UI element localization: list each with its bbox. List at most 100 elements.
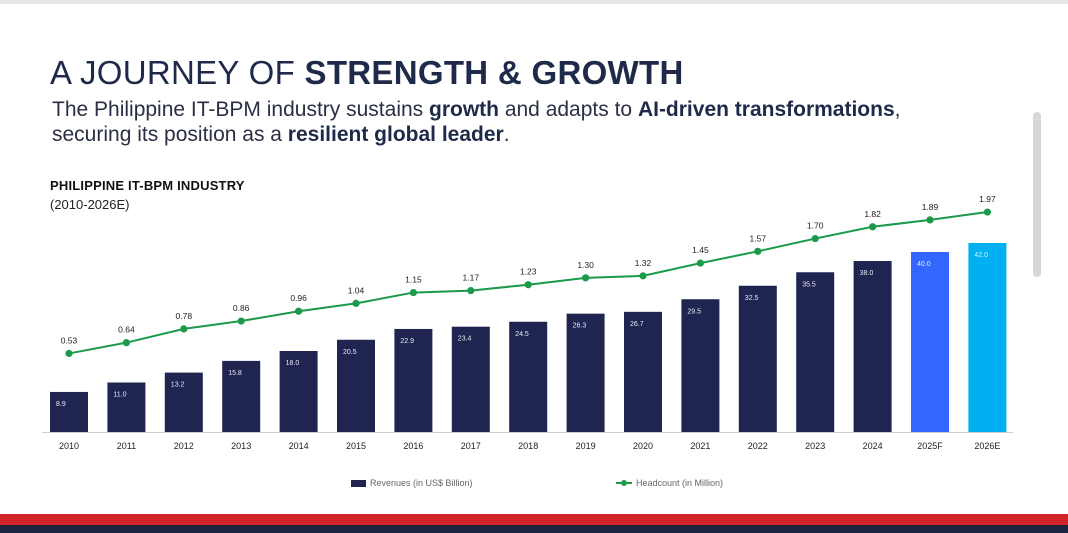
subtitle-text: and adapts to — [498, 98, 638, 121]
x-tick-label: 2013 — [231, 441, 251, 451]
subtitle-bold: AI-driven transformations — [637, 98, 895, 121]
x-tick-label: 2016 — [403, 441, 423, 451]
headcount-point — [524, 281, 532, 289]
legend-bar-swatch — [351, 479, 366, 487]
bar-value-label: 22.9 — [400, 338, 414, 345]
x-tick-label: 2020 — [633, 441, 653, 451]
headcount-point — [983, 208, 992, 216]
x-tick-label: 2025F — [917, 441, 943, 451]
headcount-value-label: 1.97 — [979, 194, 996, 204]
bar-value-label: 40.0 — [917, 261, 931, 268]
headcount-value-label: 1.30 — [577, 260, 594, 270]
headcount-point — [811, 234, 819, 243]
bar — [107, 382, 146, 432]
headcount-value-label: 1.32 — [635, 258, 652, 268]
subtitle-bold: growth — [429, 98, 499, 121]
bar — [451, 326, 490, 432]
headcount-point — [352, 299, 360, 307]
title-plain: A JOURNEY OF — [50, 54, 305, 91]
bar — [566, 313, 605, 432]
legend-revenues-label: Revenues (in US$ Billion) — [370, 478, 473, 488]
scrollbar[interactable] — [1033, 112, 1041, 277]
headcount-point — [409, 288, 417, 297]
headcount-point — [65, 349, 73, 358]
headcount-value-label: 1.57 — [750, 233, 767, 243]
legend-headcount-label: Headcount (in Million) — [636, 478, 724, 488]
x-tick-label: 2017 — [461, 441, 481, 451]
headcount-point — [582, 274, 590, 282]
subtitle-text: The Philippine IT-BPM industry sustains — [52, 98, 429, 121]
x-tick-label: 2018 — [518, 441, 538, 451]
bar — [50, 391, 88, 432]
headcount-point — [467, 287, 475, 295]
bar — [279, 351, 318, 432]
bar-value-label: 18.0 — [286, 360, 300, 367]
bar — [509, 321, 548, 432]
bar — [394, 328, 433, 432]
bar — [624, 311, 662, 432]
legend-headcount: Headcount (in Million) — [616, 478, 723, 488]
x-tick-label: 2010 — [59, 441, 79, 451]
subtitle-text: , — [894, 98, 901, 121]
headcount-value-label: 1.89 — [922, 202, 939, 212]
headcount-value-label: 1.70 — [807, 221, 824, 231]
headcount-point — [639, 272, 647, 280]
bar-value-label: 35.5 — [802, 281, 816, 288]
combo-chart: 8.9 2010 11.0 2011 13.2 2012 15.8 2013 18.0 2014 2… — [42, 194, 1013, 451]
headcount-value-label: 1.15 — [405, 275, 422, 285]
bar — [968, 243, 1007, 432]
bar — [796, 272, 835, 432]
headcount-value-label: 0.53 — [61, 335, 78, 345]
bar-value-label: 42.0 — [974, 252, 988, 259]
x-tick-label: 2012 — [174, 441, 194, 451]
headcount-point — [180, 325, 188, 333]
headcount-value-label: 0.64 — [118, 325, 135, 335]
subtitle-bold: resilient global leader — [287, 123, 504, 146]
headcount-value-label: 0.96 — [290, 293, 307, 303]
page-subtitle: The Philippine IT-BPM industry sustains … — [52, 97, 1022, 147]
bar-value-label: 8.9 — [56, 401, 66, 408]
headcount-value-label: 1.23 — [520, 267, 537, 277]
bar — [853, 261, 892, 432]
legend-revenues: Revenues (in US$ Billion) — [351, 478, 473, 488]
x-tick-label: 2026E — [974, 441, 1000, 451]
bar-value-label: 26.7 — [630, 321, 644, 328]
x-tick-label: 2024 — [863, 441, 883, 451]
headcount-value-label: 1.82 — [864, 209, 881, 219]
headcount-point — [926, 216, 934, 224]
title-bold: STRENGTH & GROWTH — [304, 54, 684, 91]
legend-line-swatch — [616, 480, 632, 486]
headcount-point — [122, 339, 130, 347]
headcount-point — [869, 223, 877, 231]
headcount-point — [754, 247, 762, 255]
page-title: A JOURNEY OF STRENGTH & GROWTH — [50, 54, 684, 92]
headcount-point — [696, 259, 705, 267]
bar-value-label: 26.3 — [573, 323, 587, 330]
bar-value-label: 24.5 — [515, 331, 529, 338]
bar — [164, 372, 203, 432]
x-tick-label: 2019 — [576, 441, 596, 451]
bar-value-label: 13.2 — [171, 382, 185, 389]
bar-value-label: 29.5 — [687, 308, 701, 315]
headcount-value-label: 0.78 — [176, 311, 193, 321]
bar — [222, 360, 261, 432]
bar-value-label: 20.5 — [343, 349, 357, 356]
bar-value-label: 32.5 — [745, 295, 759, 302]
x-tick-label: 2015 — [346, 441, 366, 451]
headcount-value-label: 1.45 — [692, 245, 709, 255]
footer-red-band — [0, 514, 1068, 525]
subtitle-text: . — [503, 123, 510, 146]
subtitle-text: securing its position as a — [52, 123, 288, 146]
bar-value-label: 23.4 — [458, 336, 472, 343]
bar-value-label: 11.0 — [113, 392, 126, 399]
headcount-value-label: 1.17 — [463, 273, 480, 283]
footer-dark-band — [0, 525, 1068, 533]
chart-subtitle: (2010-2026E) — [50, 197, 130, 212]
bar — [681, 299, 720, 432]
headcount-value-label: 0.86 — [233, 303, 250, 313]
headcount-value-label: 1.04 — [348, 285, 365, 295]
x-tick-label: 2011 — [117, 441, 136, 451]
chart-title: PHILIPPINE IT-BPM INDUSTRY — [50, 178, 245, 193]
x-tick-label: 2014 — [289, 441, 309, 451]
bar — [337, 339, 375, 432]
